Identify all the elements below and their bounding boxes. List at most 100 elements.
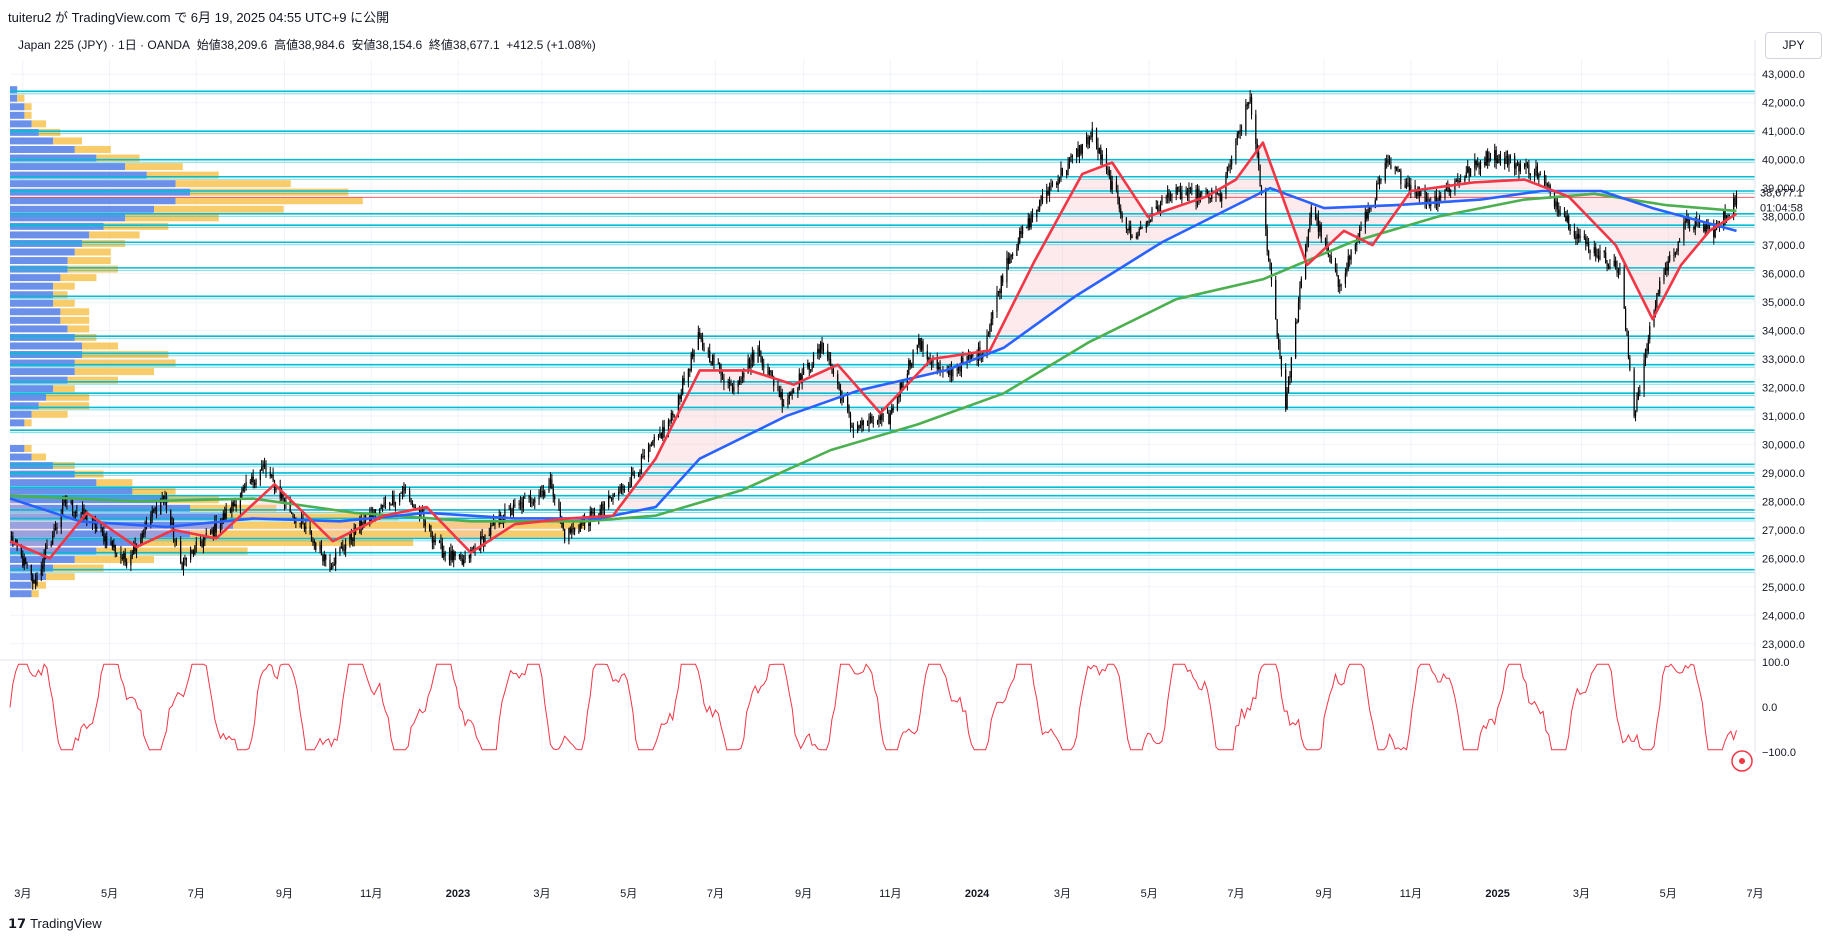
candle-body bbox=[912, 349, 914, 365]
candle-body bbox=[662, 427, 664, 439]
candle-body bbox=[710, 362, 712, 365]
candle-body bbox=[491, 525, 493, 527]
candle-body bbox=[1516, 162, 1519, 165]
candle-body bbox=[1514, 155, 1516, 169]
candle-body bbox=[510, 508, 512, 516]
volume-profile-bar-sell bbox=[74, 333, 97, 341]
candle-body bbox=[862, 420, 864, 425]
candle-body bbox=[1095, 128, 1098, 144]
candle-body bbox=[458, 555, 461, 557]
candle-body bbox=[1444, 190, 1446, 198]
volume-profile-bar-buy bbox=[10, 145, 75, 153]
candle-body bbox=[771, 371, 773, 377]
candle-body bbox=[1525, 162, 1527, 167]
volume-profile-bar-buy bbox=[10, 513, 226, 521]
horizontal-levels bbox=[10, 90, 1755, 573]
candle-body bbox=[352, 539, 354, 541]
candle-body bbox=[1178, 188, 1180, 190]
candle-body bbox=[841, 397, 843, 401]
candle-body bbox=[781, 392, 783, 406]
candle-body bbox=[562, 522, 564, 529]
candle-body bbox=[1488, 158, 1490, 163]
time-tick-label: 9月 bbox=[795, 888, 812, 900]
symbol-legend[interactable]: Japan 225 (JPY) · 1日 · OANDA 始値38,209.6 … bbox=[18, 36, 596, 53]
candle-body bbox=[1555, 201, 1557, 207]
candle-body bbox=[592, 512, 594, 514]
candle-body bbox=[1347, 256, 1349, 270]
candle-body bbox=[1687, 216, 1689, 226]
candle-body bbox=[1713, 226, 1715, 238]
candle-body bbox=[549, 479, 552, 485]
candle-body bbox=[1306, 240, 1308, 246]
candle-body bbox=[1474, 160, 1476, 169]
candle-body bbox=[832, 370, 835, 375]
candle-body bbox=[275, 486, 277, 491]
candle-body bbox=[629, 484, 631, 488]
candle-body bbox=[1649, 326, 1651, 340]
price-tick-label: 26,000.0 bbox=[1762, 553, 1805, 565]
candle-body bbox=[758, 347, 761, 351]
time-tick-label: 9月 bbox=[1316, 888, 1333, 900]
candle-body bbox=[242, 487, 244, 492]
candle-body bbox=[1464, 177, 1466, 182]
candle-body bbox=[342, 546, 344, 550]
candle-body bbox=[1548, 185, 1550, 187]
candle-body bbox=[1595, 247, 1597, 257]
candle-body bbox=[498, 514, 500, 525]
candle-body bbox=[1506, 155, 1509, 166]
candle-body bbox=[1636, 399, 1638, 411]
candle-body bbox=[428, 525, 431, 527]
candle-body bbox=[370, 512, 372, 521]
candle-body bbox=[1703, 224, 1705, 232]
currency-button[interactable]: JPY bbox=[1765, 32, 1822, 59]
candle-body bbox=[1110, 175, 1112, 190]
candle-body bbox=[1578, 233, 1580, 239]
volume-profile-bar-sell bbox=[74, 359, 176, 367]
candle-body bbox=[1538, 174, 1540, 178]
candle-body bbox=[353, 527, 355, 541]
candle-body bbox=[1169, 196, 1172, 201]
candle-body bbox=[1266, 228, 1268, 251]
candle-body bbox=[1080, 145, 1082, 154]
candle-body bbox=[1189, 187, 1191, 189]
candle-body bbox=[720, 368, 722, 377]
candle-body bbox=[1030, 214, 1032, 228]
candle-body bbox=[848, 411, 850, 414]
volume-profile-bar-buy bbox=[10, 342, 82, 350]
candle-body bbox=[1663, 274, 1665, 281]
volume-profile-bar-sell bbox=[233, 521, 586, 529]
candle-body bbox=[602, 503, 604, 510]
volume-profile-bar-sell bbox=[46, 573, 75, 581]
candle-body bbox=[1286, 393, 1288, 409]
candle-body bbox=[1388, 161, 1391, 165]
candle-body bbox=[1196, 188, 1199, 203]
candle-body bbox=[1091, 128, 1093, 138]
candle-body bbox=[1599, 250, 1601, 260]
candle-body bbox=[1245, 104, 1247, 131]
candle-body bbox=[1314, 207, 1317, 219]
candle-body bbox=[244, 486, 246, 488]
candle-body bbox=[1137, 235, 1139, 239]
candle-body bbox=[1186, 195, 1189, 197]
candle-body bbox=[790, 392, 792, 396]
candle-body bbox=[43, 553, 45, 566]
candle-body bbox=[730, 384, 732, 386]
candle-body bbox=[1398, 170, 1401, 172]
candle-body bbox=[1016, 247, 1018, 256]
candle-body bbox=[532, 502, 534, 504]
candle-body bbox=[180, 541, 182, 563]
symbol-name[interactable]: Japan 225 (JPY) · 1日 · OANDA bbox=[18, 38, 191, 52]
candle-body bbox=[1430, 203, 1432, 206]
candle-body bbox=[548, 484, 550, 492]
candle-body bbox=[1367, 209, 1369, 219]
candle-body bbox=[1168, 192, 1170, 201]
candle-body bbox=[282, 493, 284, 500]
price-tick-label: 41,000.0 bbox=[1762, 126, 1805, 138]
candle-body bbox=[682, 378, 684, 395]
candle-body bbox=[578, 531, 580, 533]
candle-body bbox=[524, 497, 526, 499]
candle-body bbox=[1128, 226, 1130, 231]
candle-body bbox=[1056, 182, 1058, 185]
candle-body bbox=[252, 476, 254, 483]
